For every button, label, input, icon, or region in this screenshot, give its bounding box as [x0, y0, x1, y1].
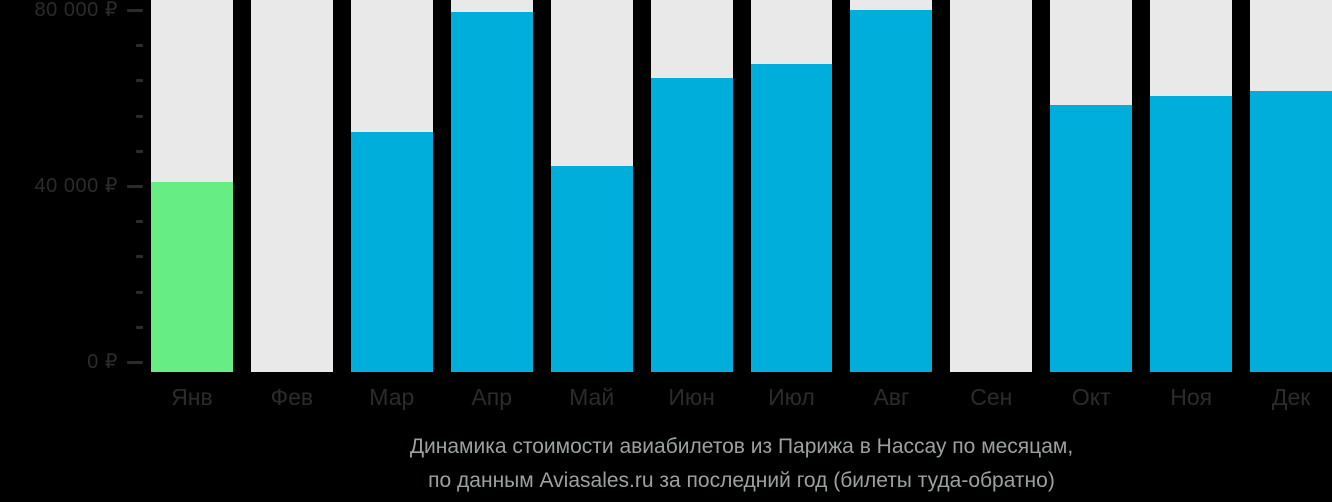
bar-11: [1150, 96, 1233, 372]
caption-line-2: по данным Aviasales.ru за последний год …: [428, 469, 1055, 492]
month-label-4: Апр: [471, 384, 513, 410]
month-label-7: Июл: [768, 384, 815, 410]
y-minor-tick: [136, 326, 143, 329]
bar-8: [850, 10, 933, 372]
bar-7: [750, 64, 833, 372]
month-label-8: Авг: [873, 384, 910, 410]
y-minor-tick: [136, 150, 143, 153]
bar-3: [350, 132, 433, 372]
month-label-12: Дек: [1271, 384, 1311, 410]
y-minor-tick: [136, 115, 143, 118]
y-minor-tick: [136, 291, 143, 294]
month-label-1: Янв: [171, 384, 213, 410]
bar-track-8: [850, 0, 933, 372]
x-axis-month-labels: Янв Фев Мар Апр Май Июн Июл Авг Сен Окт Ноя Дек: [151, 383, 1332, 411]
bar-4: [450, 12, 533, 372]
bar-12: [1250, 91, 1332, 372]
month-label-10: Окт: [1071, 384, 1111, 410]
month-label-9: Сен: [970, 384, 1013, 410]
bar-track-7: [750, 0, 833, 372]
bar-track-10: [1050, 0, 1133, 372]
y-major-tick: [127, 185, 143, 188]
bar-track-3: [350, 0, 433, 372]
y-minor-tick: [136, 255, 143, 258]
bar-track-6: [650, 0, 733, 372]
y-minor-tick: [136, 79, 143, 82]
bar-track-12: [1250, 0, 1332, 372]
bar-track-1: [151, 0, 233, 372]
bar-track-9: [950, 0, 1033, 372]
month-label-3: Мар: [369, 384, 415, 410]
y-major-tick: [127, 9, 143, 12]
bar-1: [151, 182, 233, 372]
bar-track-4: [450, 0, 533, 372]
bar-track-11: [1150, 0, 1233, 372]
y-tick-label: 40 000 ₽: [34, 175, 118, 197]
y-tick-label: 80 000 ₽: [34, 0, 118, 21]
month-label-2: Фев: [270, 384, 314, 410]
month-label-6: Июн: [668, 384, 715, 410]
bar-6: [650, 78, 733, 372]
month-label-5: Май: [569, 384, 615, 410]
chart-caption: Динамика стоимости авиабилетов из Парижа…: [151, 430, 1332, 498]
y-major-tick: [127, 361, 143, 364]
bar-5: [550, 166, 633, 372]
plot-area: [151, 0, 1332, 372]
bar-10: [1050, 105, 1133, 372]
bar-track-5: [550, 0, 633, 372]
caption-line-1: Динамика стоимости авиабилетов из Парижа…: [409, 435, 1074, 458]
y-tick-label: 0 ₽: [87, 351, 118, 373]
y-minor-tick: [136, 220, 143, 223]
y-minor-tick: [136, 44, 143, 47]
month-label-11: Ноя: [1170, 384, 1213, 410]
bar-track-2: [250, 0, 333, 372]
